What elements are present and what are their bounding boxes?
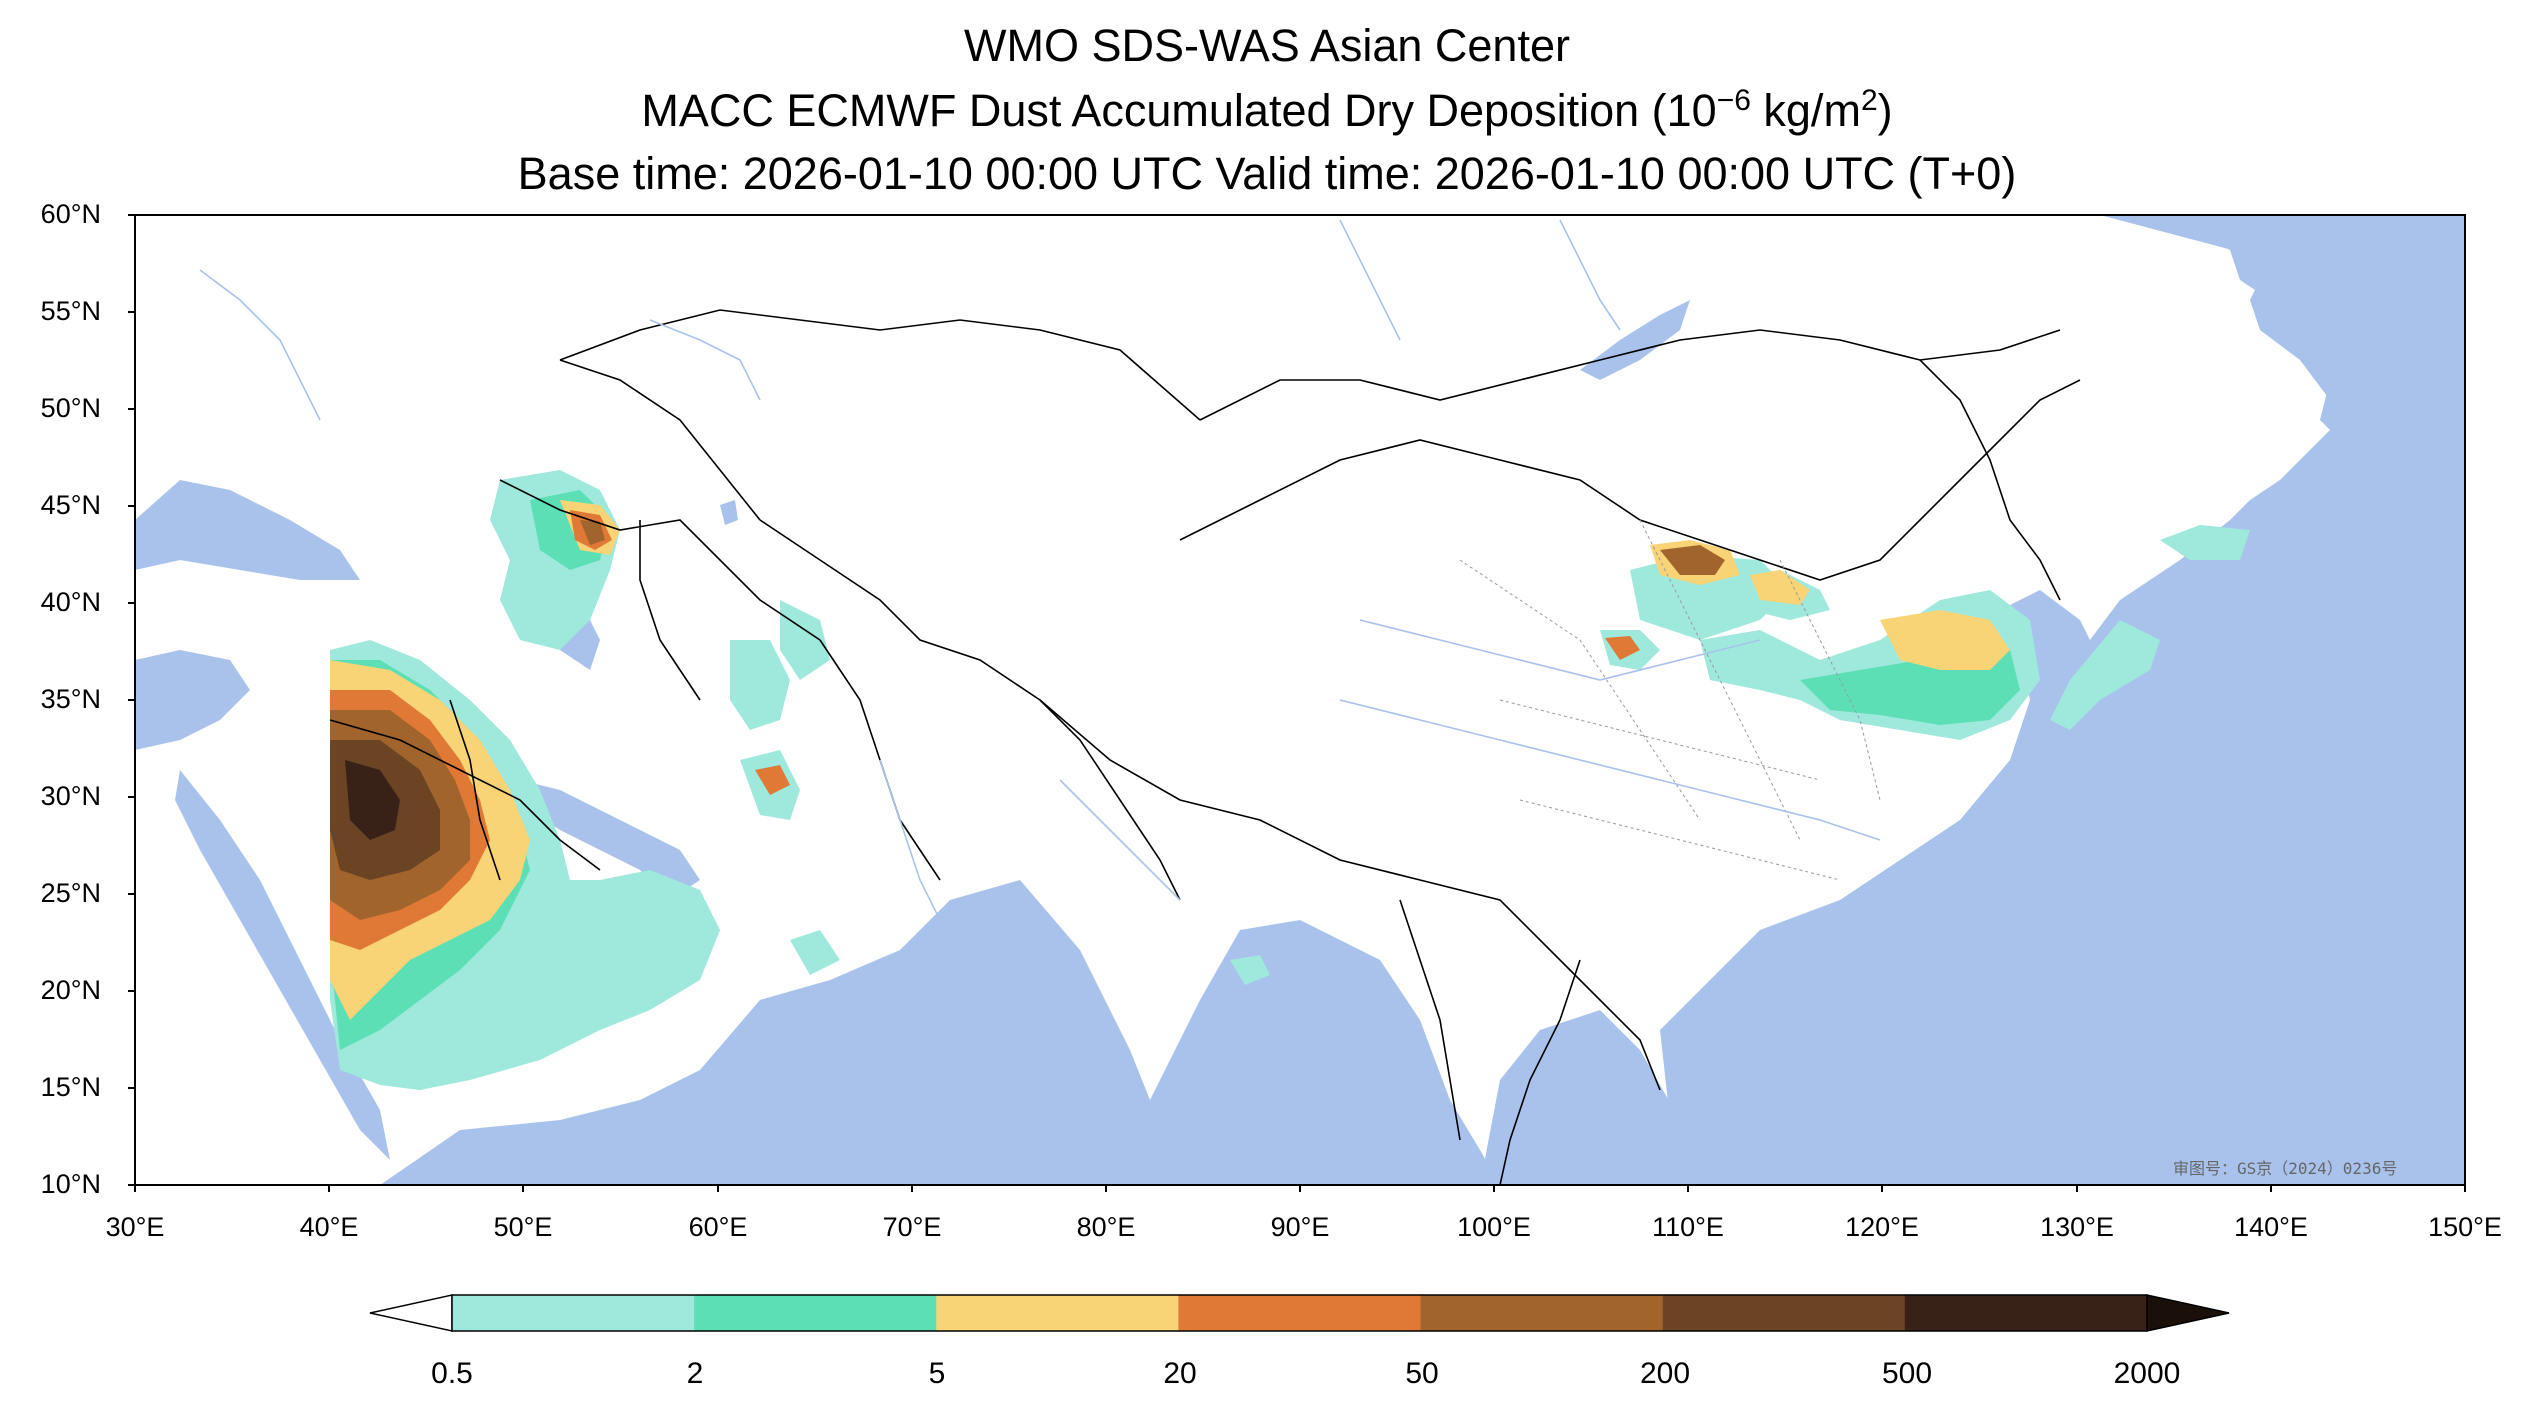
colorbar-label: 2 [686,1357,704,1390]
lon-tick-label: 120°E [1845,1212,1919,1242]
colorbar-label: 50 [1405,1357,1439,1390]
colorbar-extend-high [2146,1294,2230,1332]
lon-tick-label: 140°E [2234,1212,2308,1242]
colorbar-label: 0.5 [431,1357,473,1390]
colorbar-segment [1420,1295,1664,1331]
lat-tick-label: 15°N [40,1072,101,1102]
colorbar [369,1294,2230,1332]
lat-tick-label: 20°N [40,975,101,1005]
lon-tick-label: 70°E [882,1212,942,1242]
lon-tick-label: 40°E [299,1212,359,1242]
lat-tick-label: 50°N [40,393,101,423]
axis-ticks [128,214,2466,1192]
lon-tick-label: 150°E [2428,1212,2502,1242]
colorbar-label: 200 [1639,1357,1691,1390]
colorbar-segment [1662,1295,1906,1331]
colorbar-extend-low [369,1294,453,1332]
lat-tick-label: 55°N [40,296,101,326]
lon-tick-label: 110°E [1652,1212,1724,1242]
colorbar-segment [694,1295,937,1331]
lon-tick-label: 100°E [1457,1212,1531,1242]
river-layer [199,219,1881,921]
dust-layer [330,470,2250,1090]
lat-tick-label: 30°N [40,781,101,811]
border-layer [329,309,2081,1185]
colorbar-label: 5 [928,1357,946,1390]
colorbar-label: 500 [1881,1357,1933,1390]
lon-tick-label: 30°E [105,1212,165,1242]
title-line-3: Base time: 2026-01-10 00:00 UTC Valid ti… [517,148,2017,199]
lat-tick-label: 35°N [40,684,101,714]
colorbar-segment [936,1295,1179,1331]
map-area [135,215,2465,1185]
lat-tick-label: 60°N [40,199,101,229]
lat-tick-label: 40°N [40,587,101,617]
lat-tick-label: 45°N [40,490,101,520]
lon-tick-label: 50°E [493,1212,553,1242]
colorbar-label: 2000 [2113,1357,2181,1390]
lon-tick-label: 90°E [1270,1212,1330,1242]
province-layer [1459,519,1881,881]
colorbar-label: 20 [1163,1357,1197,1390]
lon-tick-label: 60°E [688,1212,748,1242]
colorbar-frame [451,1294,2148,1332]
colorbar-segment [1904,1295,2148,1331]
colorbar-segment [452,1295,695,1331]
colorbar-segment [1178,1295,1422,1331]
lon-tick-label: 130°E [2040,1212,2114,1242]
lat-tick-label: 25°N [40,878,101,908]
map-approval-watermark: 审图号：GS京（2024）0236号 [2173,1159,2398,1178]
title-line-1: WMO SDS-WAS Asian Center [964,20,1570,71]
lon-tick-label: 80°E [1076,1212,1136,1242]
lat-tick-label: 10°N [40,1169,101,1199]
title-line-2: MACC ECMWF Dust Accumulated Dry Depositi… [641,84,1893,136]
